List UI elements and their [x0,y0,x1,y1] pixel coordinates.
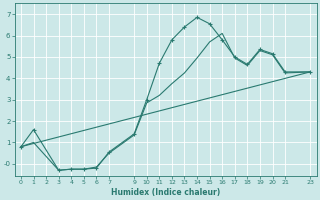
X-axis label: Humidex (Indice chaleur): Humidex (Indice chaleur) [111,188,220,197]
